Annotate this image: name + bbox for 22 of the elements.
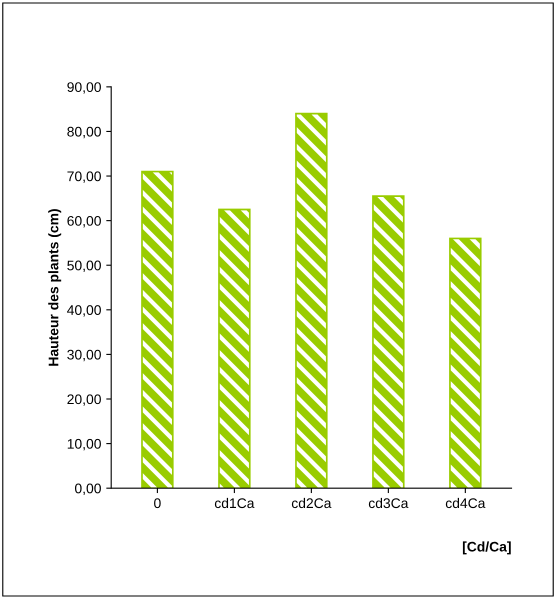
y-tick-label: 50,00 bbox=[67, 260, 101, 272]
y-tick-label: 20,00 bbox=[67, 394, 101, 406]
x-tick-label: cd2Ca bbox=[292, 498, 332, 508]
y-tick-label: 0,00 bbox=[74, 484, 101, 495]
y-tick-label: 30,00 bbox=[67, 350, 101, 362]
x-tick-label: cd3Ca bbox=[368, 498, 408, 508]
x-tick-label: 0 bbox=[154, 498, 161, 508]
y-tick-label: 60,00 bbox=[67, 216, 101, 228]
x-tick-label: cd1Ca bbox=[214, 498, 254, 508]
bar bbox=[141, 170, 174, 488]
y-tick-label: 90,00 bbox=[67, 82, 101, 94]
y-tick-label: 10,00 bbox=[68, 438, 101, 450]
x-tick-label: cd4Ca bbox=[446, 498, 486, 508]
bar bbox=[449, 238, 482, 488]
y-tick-label: 40,00 bbox=[67, 305, 101, 317]
bar bbox=[372, 195, 405, 488]
y-tick-label: 80,00 bbox=[67, 126, 101, 138]
y-tick-label: 70,00 bbox=[67, 171, 101, 183]
bar bbox=[218, 208, 251, 488]
y-axis-title: Hauteur des plants (cm) bbox=[48, 209, 62, 366]
x-axis-title: [Cd/Ca] bbox=[462, 541, 511, 554]
bar bbox=[295, 112, 328, 488]
